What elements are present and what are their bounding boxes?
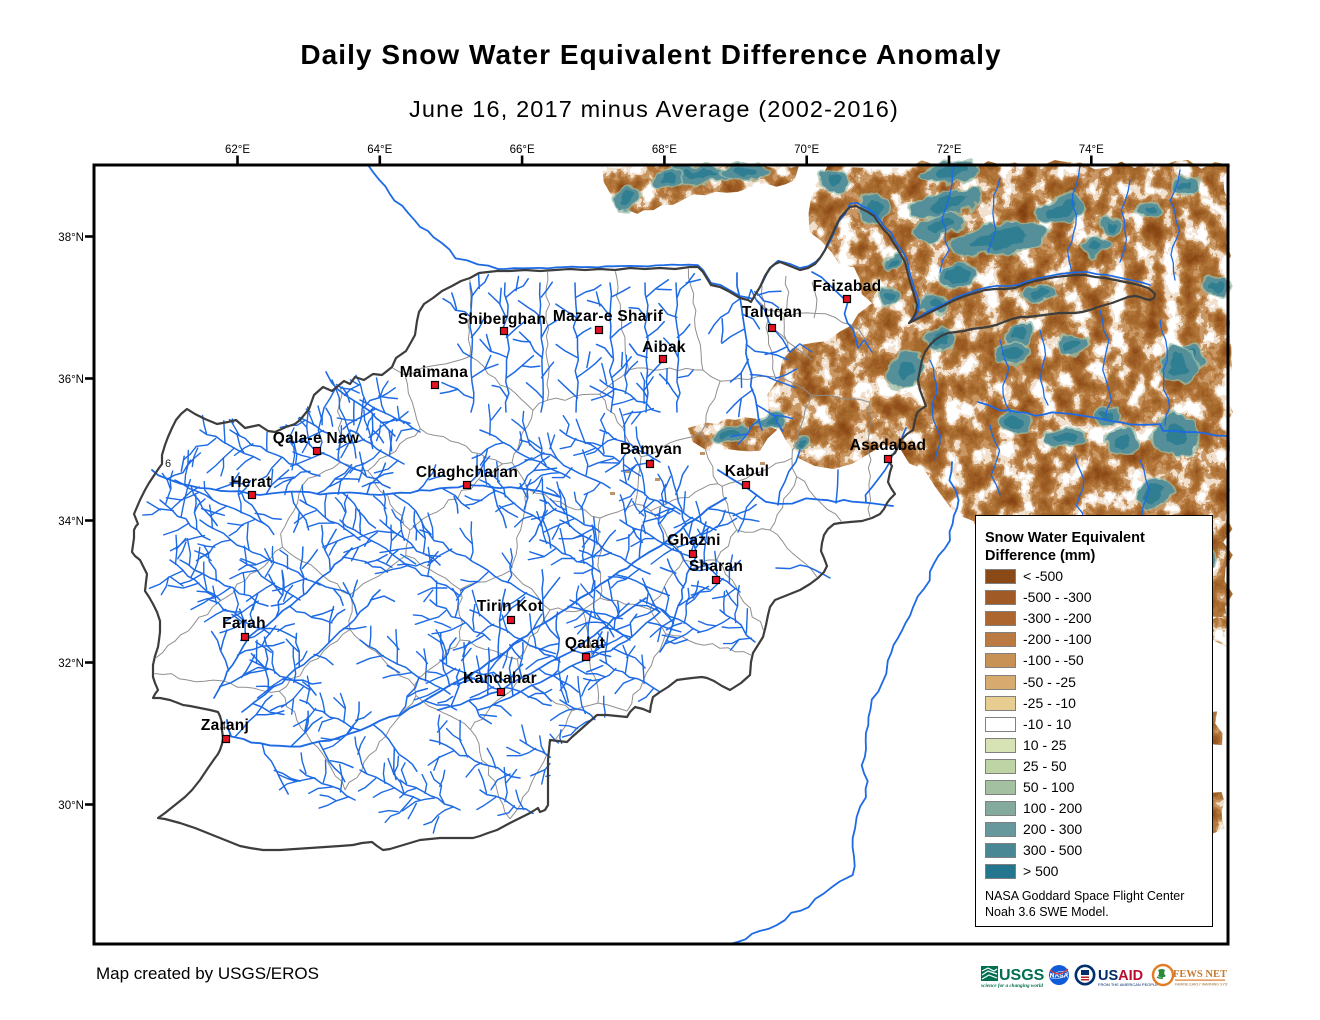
svg-text:Sharan: Sharan	[689, 558, 743, 575]
svg-text:6: 6	[165, 458, 171, 470]
svg-text:USGS: USGS	[999, 967, 1045, 984]
svg-text:Qala-e Naw: Qala-e Naw	[273, 430, 360, 447]
svg-text:Asadabad: Asadabad	[850, 437, 926, 454]
svg-text:FEWS NET: FEWS NET	[1173, 969, 1227, 980]
svg-text:Maimana: Maimana	[400, 364, 469, 381]
svg-text:62°E: 62°E	[225, 144, 250, 156]
svg-text:USAID: USAID	[1098, 968, 1143, 984]
svg-text:68°E: 68°E	[652, 144, 677, 156]
svg-text:Kabul: Kabul	[725, 463, 770, 480]
svg-text:Farah: Farah	[222, 615, 266, 632]
svg-text:Ghazni: Ghazni	[667, 532, 720, 549]
svg-text:Chaghcharan: Chaghcharan	[416, 464, 518, 481]
svg-text:38°N: 38°N	[58, 232, 84, 244]
svg-text:Kandahar: Kandahar	[463, 670, 537, 687]
svg-text:Tirin Kot: Tirin Kot	[477, 598, 543, 615]
svg-text:Faizabad: Faizabad	[813, 278, 882, 295]
svg-text:36°N: 36°N	[58, 374, 84, 386]
svg-text:66°E: 66°E	[510, 144, 535, 156]
svg-text:science for a changing world: science for a changing world	[980, 983, 1043, 989]
svg-text:Zaranj: Zaranj	[201, 717, 249, 734]
svg-text:Aibak: Aibak	[642, 339, 686, 356]
svg-text:Mazar-e Sharif: Mazar-e Sharif	[553, 308, 664, 325]
svg-text:32°N: 32°N	[58, 658, 84, 670]
svg-text:Taluqan: Taluqan	[742, 304, 802, 321]
svg-text:74°E: 74°E	[1079, 144, 1104, 156]
svg-text:4: 4	[220, 721, 226, 733]
svg-text:72°E: 72°E	[936, 144, 961, 156]
svg-text:34°N: 34°N	[58, 516, 84, 528]
svg-text:FAMINE EARLY WARNING SYSTEMS N: FAMINE EARLY WARNING SYSTEMS NETWORK	[1175, 983, 1228, 987]
svg-text:Shiberghan: Shiberghan	[458, 311, 546, 328]
svg-text:Bamyan: Bamyan	[620, 441, 682, 458]
svg-text:Qalat: Qalat	[565, 635, 605, 652]
svg-text:Herat: Herat	[230, 474, 271, 491]
svg-text:70°E: 70°E	[794, 144, 819, 156]
svg-text:64°E: 64°E	[367, 144, 392, 156]
svg-text:NASA: NASA	[1050, 973, 1069, 980]
svg-text:30°N: 30°N	[58, 800, 84, 812]
svg-text:FROM THE AMERICAN PEOPLE: FROM THE AMERICAN PEOPLE	[1098, 982, 1158, 987]
